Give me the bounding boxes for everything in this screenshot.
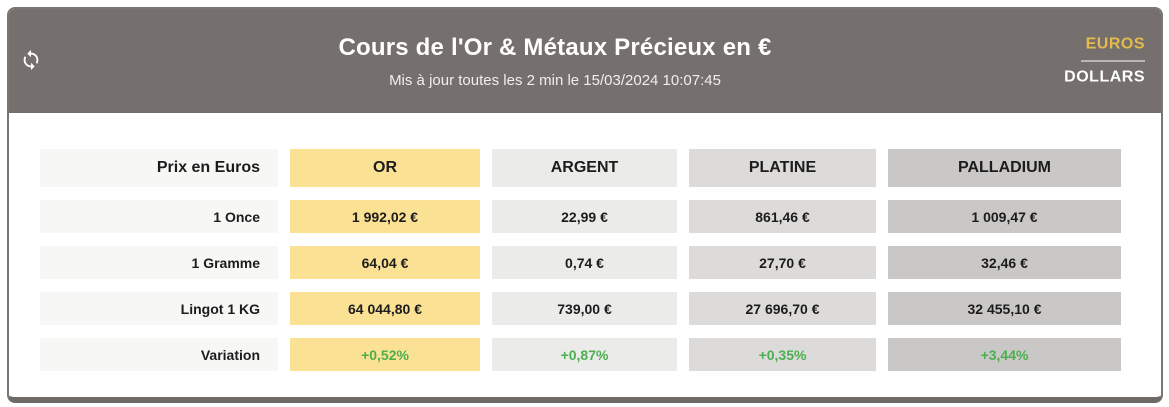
page-title: Cours de l'Or & Métaux Précieux en € <box>338 33 772 61</box>
table-cell: 739,00 € <box>492 292 677 325</box>
column-header-argent: ARGENT <box>492 149 677 187</box>
table-cell: 27,70 € <box>689 246 876 279</box>
column-header-or: OR <box>290 149 480 187</box>
table-cell: +0,52% <box>290 338 480 371</box>
table-cell: +3,44% <box>888 338 1121 371</box>
table-cell: +0,35% <box>689 338 876 371</box>
header-text-block: Cours de l'Or & Métaux Précieux en € Mis… <box>338 34 771 89</box>
table-cell: 0,74 € <box>492 246 677 279</box>
table-cell: 32,46 € <box>888 246 1121 279</box>
last-updated-text: Mis à jour toutes les 2 min le 15/03/202… <box>389 71 721 89</box>
currency-option-euros[interactable]: EUROS <box>1086 36 1145 61</box>
currency-toggle-divider <box>1081 60 1145 62</box>
table-cell: 32 455,10 € <box>888 292 1121 325</box>
currency-option-dollars[interactable]: DOLLARS <box>1064 62 1145 87</box>
table-cell: 861,46 € <box>689 200 876 233</box>
table-cell: +0,87% <box>492 338 677 371</box>
refresh-button[interactable] <box>15 45 47 77</box>
row-label: Variation <box>40 338 278 371</box>
table-cell: 1 992,02 € <box>290 200 480 233</box>
table-cell: 22,99 € <box>492 200 677 233</box>
currency-toggle: EUROS DOLLARS <box>1064 36 1145 87</box>
table-cell: 1 009,47 € <box>888 200 1121 233</box>
refresh-sync-icon <box>20 49 42 74</box>
row-label: 1 Once <box>40 200 278 233</box>
table-container: Prix en Euros OR ARGENT PLATINE PALLADIUM 1 O… <box>9 113 1161 371</box>
metals-table: Prix en Euros OR ARGENT PLATINE PALLADIUM 1 O… <box>40 149 1161 371</box>
metal-prices-widget: Cours de l'Or & Métaux Précieux en € Mis… <box>7 7 1163 403</box>
table-cell: 27 696,70 € <box>689 292 876 325</box>
row-label: Lingot 1 KG <box>40 292 278 325</box>
table-cell: 64 044,80 € <box>290 292 480 325</box>
row-label: 1 Gramme <box>40 246 278 279</box>
column-header-platine: PLATINE <box>689 149 876 187</box>
table-corner-label: Prix en Euros <box>40 149 278 187</box>
widget-header: Cours de l'Or & Métaux Précieux en € Mis… <box>9 9 1161 113</box>
column-header-palladium: PALLADIUM <box>888 149 1121 187</box>
table-cell: 64,04 € <box>290 246 480 279</box>
